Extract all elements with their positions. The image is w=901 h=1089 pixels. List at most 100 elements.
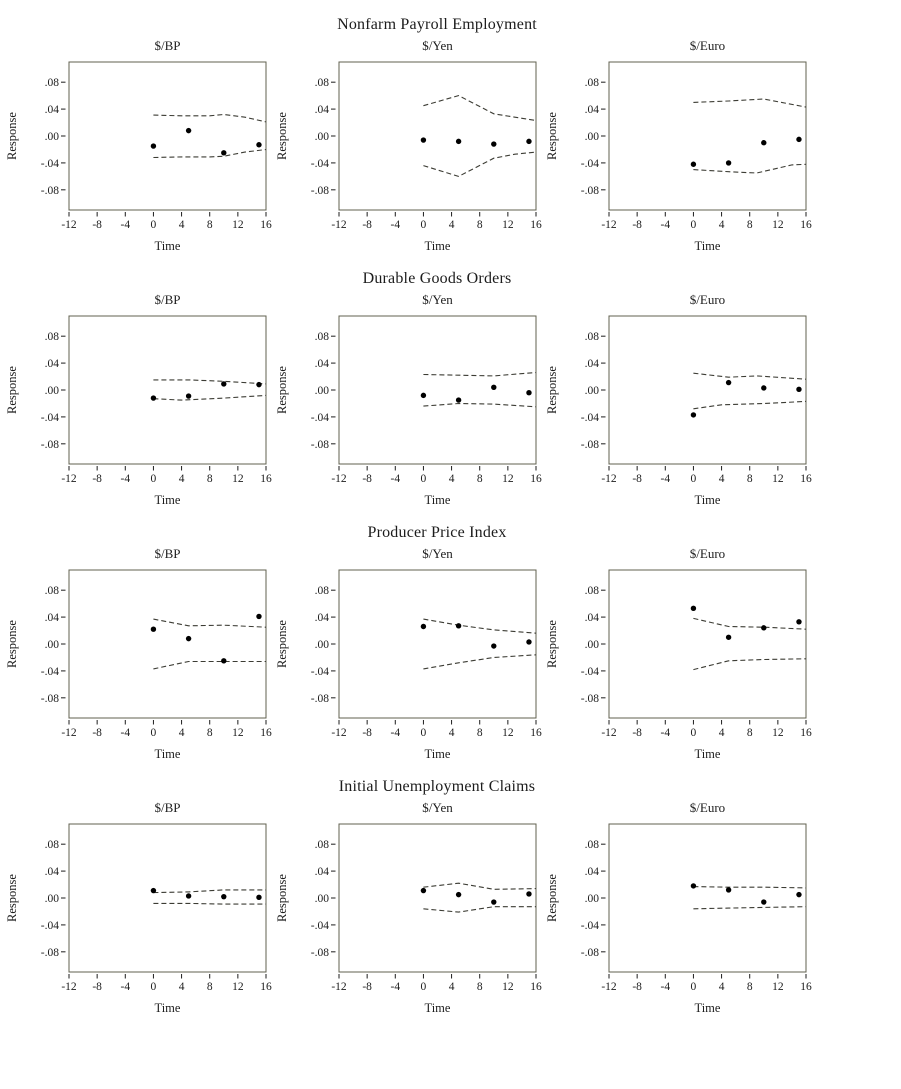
panel-subtitle: $/Euro — [690, 292, 725, 307]
panel--euro: $/Euro Response .08 .04 .00 -.04 -.08 -12 -8 -4 0 4… — [544, 290, 814, 520]
y-axis-label: Response — [5, 366, 19, 414]
x-tick-label: -8 — [632, 219, 642, 231]
x-tick-label: -8 — [362, 981, 372, 993]
x-tick-label: 4 — [179, 219, 185, 231]
y-tick-label: .00 — [45, 385, 60, 397]
upper-band — [423, 95, 537, 122]
x-tick-label: -4 — [660, 727, 670, 739]
x-tick-label: 12 — [502, 473, 514, 485]
data-point — [725, 379, 732, 386]
plot-frame — [338, 61, 537, 211]
chart-panel: $/Yen Response .08 .04 .00 -.04 -.08 -12 -8 -4 0 4 8… — [275, 38, 542, 253]
panel--euro: $/Euro Response .08 .04 .00 -.04 -.08 -12 -8 -4 0 4… — [544, 36, 814, 266]
x-tick-label: 0 — [691, 473, 697, 485]
x-tick-label: -12 — [61, 727, 77, 739]
lower-band — [693, 400, 807, 410]
x-tick-label: 0 — [151, 727, 157, 739]
x-tick-label: 8 — [207, 219, 213, 231]
row-title: Initial Unemployment Claims — [338, 778, 536, 795]
chart-panel: $/Yen Response .08 .04 .00 -.04 -.08 -12 -8 -4 0 4 8… — [275, 292, 542, 507]
upper-band — [153, 379, 267, 385]
chart-row: $/BP Response .08 .04 .00 -.04 -.08 -12 -8 -4 0 4 8 1… — [0, 544, 901, 774]
lower-band — [153, 394, 267, 401]
y-tick-label: -.08 — [41, 439, 59, 451]
x-tick-label: 8 — [477, 727, 483, 739]
plot-frame — [608, 823, 807, 973]
panel--yen: $/Yen Response .08 .04 .00 -.04 -.08 -12 -8 -4 0 4 8… — [274, 544, 544, 774]
y-tick-label: -.04 — [581, 920, 599, 932]
y-tick-label: .00 — [585, 639, 600, 651]
x-tick-label: -12 — [61, 219, 77, 231]
x-tick-label: 0 — [151, 219, 157, 231]
x-tick-label: -4 — [390, 473, 400, 485]
x-tick-label: 12 — [232, 219, 244, 231]
data-point — [455, 138, 462, 145]
x-axis-label: Time — [425, 747, 451, 761]
data-point — [526, 891, 532, 897]
x-tick-label: -12 — [601, 219, 617, 231]
x-tick-label: 12 — [232, 981, 244, 993]
x-tick-label: -12 — [61, 473, 77, 485]
x-tick-label: -8 — [92, 473, 102, 485]
x-tick-label: -8 — [92, 219, 102, 231]
x-tick-label: 0 — [691, 981, 697, 993]
data-point — [690, 883, 697, 889]
y-tick-label: .08 — [315, 77, 330, 89]
panel-subtitle: $/Yen — [422, 38, 453, 53]
x-tick-label: -4 — [120, 473, 130, 485]
chart-panel: $/Euro Response .08 .04 .00 -.04 -.08 -12 -8 -4 0 4… — [545, 800, 812, 1015]
x-tick-label: 12 — [502, 981, 514, 993]
data-point — [420, 137, 427, 143]
y-axis-label: Response — [275, 112, 289, 160]
x-axis-label: Time — [695, 239, 721, 253]
y-tick-label: -.08 — [41, 185, 59, 197]
y-tick-label: -.04 — [581, 412, 599, 424]
x-tick-label: -8 — [632, 727, 642, 739]
upper-band — [423, 882, 537, 890]
x-tick-label: 0 — [421, 219, 427, 231]
x-tick-label: -4 — [390, 981, 400, 993]
x-tick-label: -12 — [331, 981, 347, 993]
chart-panel: $/Euro Response .08 .04 .00 -.04 -.08 -12 -8 -4 0 4… — [545, 38, 812, 253]
y-tick-label: .04 — [585, 104, 600, 116]
row-title: Producer Price Index — [367, 524, 507, 541]
y-tick-label: -.04 — [311, 666, 329, 678]
data-point — [526, 639, 532, 645]
data-point — [150, 887, 157, 894]
data-point — [491, 899, 497, 905]
x-tick-label: 12 — [232, 473, 244, 485]
x-tick-label: 8 — [207, 727, 213, 739]
y-axis-label: Response — [275, 620, 289, 668]
y-tick-label: -.04 — [311, 158, 329, 170]
data-point — [761, 625, 767, 631]
plot-frame — [338, 315, 537, 465]
panel-subtitle: $/BP — [154, 292, 180, 307]
lower-band — [153, 148, 267, 159]
y-tick-label: -.04 — [311, 920, 329, 932]
y-tick-label: -.04 — [41, 920, 59, 932]
y-axis-label: Response — [5, 112, 19, 160]
panel-subtitle: $/BP — [154, 38, 180, 53]
data-point — [526, 389, 532, 396]
upper-band — [153, 113, 267, 123]
lower-band — [693, 163, 807, 174]
chart-panel: $/BP Response .08 .04 .00 -.04 -.08 -12 -8 -4 0 4 8 1… — [5, 546, 272, 761]
x-axis-label: Time — [155, 239, 181, 253]
x-tick-label: 4 — [719, 727, 725, 739]
x-tick-label: -12 — [331, 473, 347, 485]
data-point — [420, 887, 427, 894]
x-tick-label: 8 — [207, 473, 213, 485]
y-tick-label: .04 — [315, 104, 330, 116]
x-tick-label: -4 — [660, 981, 670, 993]
x-tick-label: 16 — [260, 981, 272, 993]
x-tick-label: 4 — [719, 981, 725, 993]
data-point — [690, 605, 697, 612]
chart-panel: $/BP Response .08 .04 .00 -.04 -.08 -12 -8 -4 0 4 8 1… — [5, 800, 272, 1015]
y-tick-label: .08 — [585, 585, 600, 597]
lower-band — [423, 402, 537, 408]
x-tick-label: 8 — [747, 473, 753, 485]
y-tick-label: .04 — [45, 612, 60, 624]
x-tick-label: -8 — [92, 981, 102, 993]
x-axis-label: Time — [695, 493, 721, 507]
x-tick-label: 4 — [179, 473, 185, 485]
